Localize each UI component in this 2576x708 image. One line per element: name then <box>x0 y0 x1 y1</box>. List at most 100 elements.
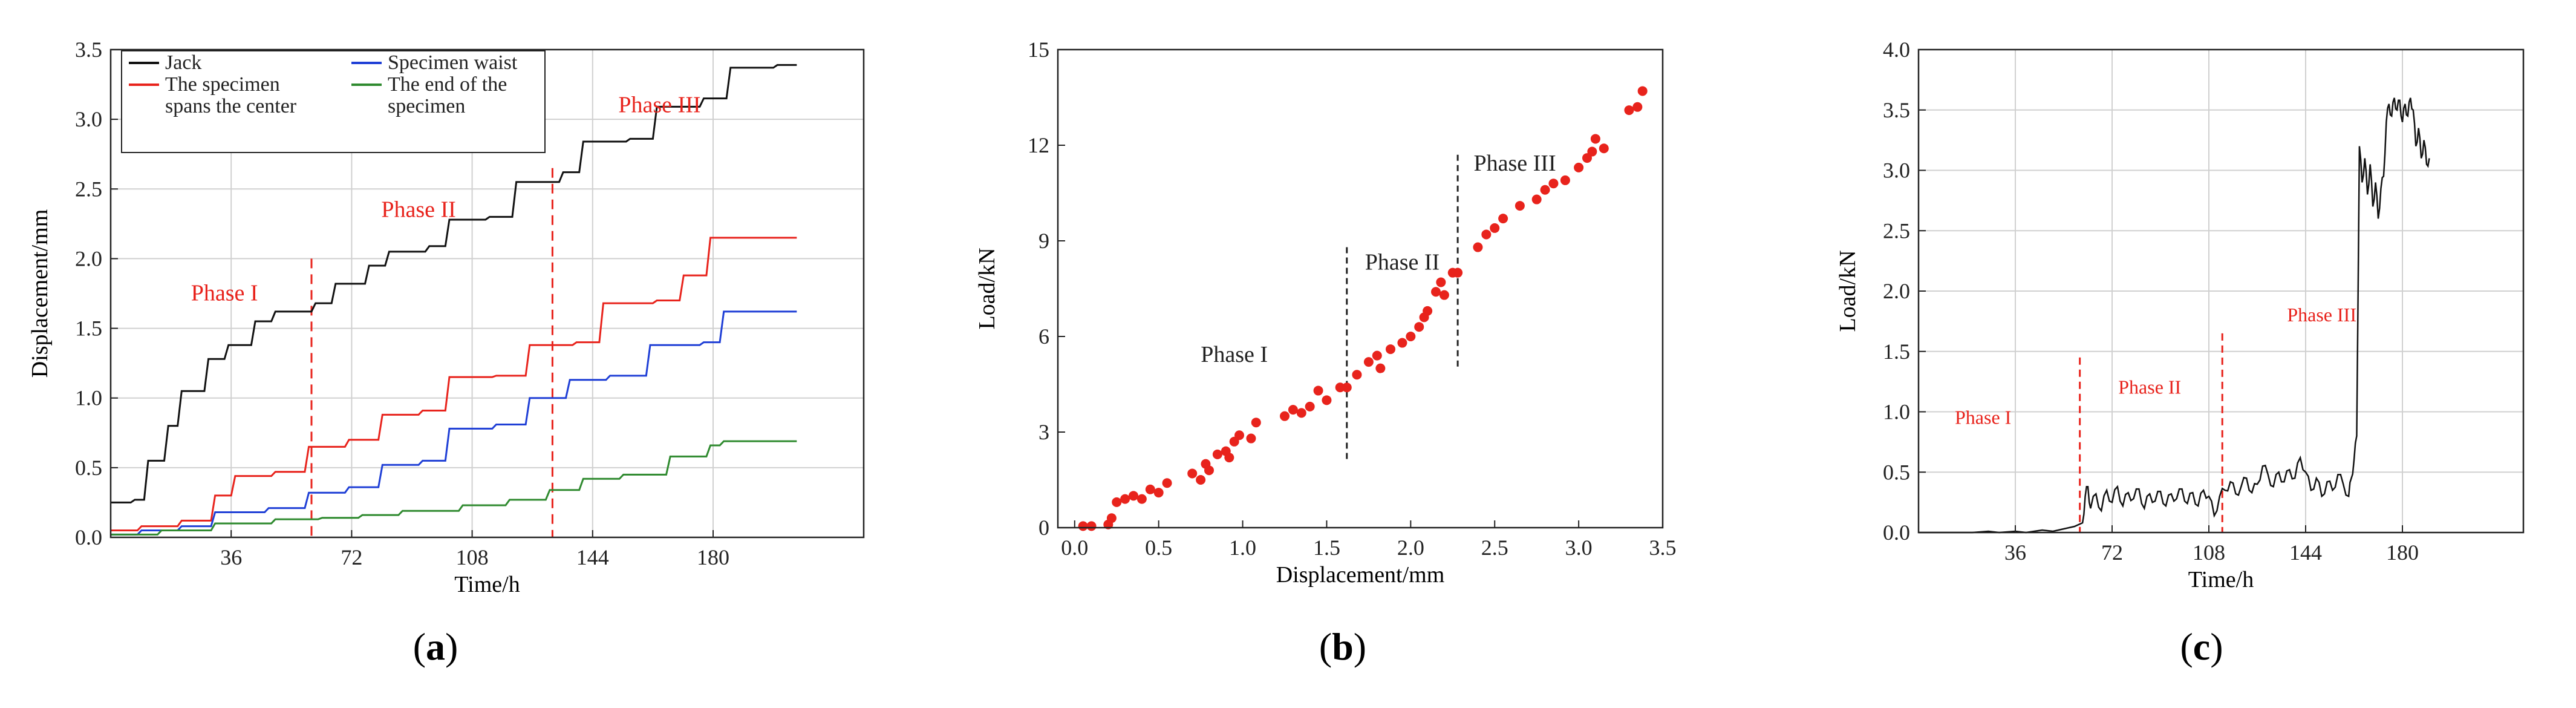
b-scatter-point <box>1153 488 1164 498</box>
a-y-tick-label: 3.5 <box>75 38 102 62</box>
b-x-tick-label: 0.0 <box>1061 536 1088 560</box>
c-phase-lines <box>2079 333 2223 533</box>
b-scatter-point <box>1436 277 1446 287</box>
c-panel-label: (c) <box>2180 625 2223 668</box>
a-panel-letter: a <box>426 625 445 668</box>
b-scatter-point <box>1431 287 1441 297</box>
b-scatter-point <box>1632 102 1643 112</box>
c-y-tick-label: 3.5 <box>1883 98 1910 122</box>
a-legend-label: The end of the <box>388 73 507 96</box>
c-y-tick-label: 0.5 <box>1883 460 1910 484</box>
panel-b: 0.0 0.5 1.0 1.5 2.0 2.5 3.0 3.5 0 3 6 9 12 15 Phase I… <box>974 38 1677 668</box>
b-y-tick-label: 3 <box>1039 420 1049 444</box>
a-y-tick-label: 0.5 <box>75 456 102 480</box>
c-y-tick-label: 0.0 <box>1883 520 1910 545</box>
b-scatter-point <box>1106 513 1117 523</box>
b-scatter-point <box>1406 332 1416 341</box>
c-phase-label: Phase III <box>2287 304 2356 326</box>
a-phase-label: Phase II <box>381 197 455 222</box>
b-scatter-point <box>1224 453 1234 463</box>
b-x-tick-label: 3.5 <box>1649 536 1677 560</box>
a-series-line <box>111 440 797 536</box>
b-scatter-point <box>1637 86 1648 96</box>
b-scatter-point <box>1313 385 1323 396</box>
a-legend-label: Jack <box>165 51 201 74</box>
b-scatter-point <box>1453 267 1463 278</box>
b-scatter-point <box>1162 478 1172 488</box>
a-phase-label: Phase III <box>618 93 700 118</box>
b-y-axis-label: Load/kN <box>974 247 1000 329</box>
a-y-tick-label: 1.0 <box>75 386 102 410</box>
b-scatter-point <box>1372 350 1382 361</box>
b-scatter-point <box>1490 223 1500 233</box>
b-y-tick-label: 15 <box>1028 38 1049 62</box>
c-x-tick-label: 72 <box>2101 540 2123 565</box>
b-phase-label: Phase III <box>1473 151 1556 176</box>
a-legend-label: specimen <box>388 95 465 117</box>
c-phase-label: Phase I <box>1955 406 2011 428</box>
b-plot-frame <box>1057 48 1664 529</box>
b-x-tick-label: 2.0 <box>1397 536 1424 560</box>
b-phase-label: Phase II <box>1365 249 1440 275</box>
b-scatter-point <box>1234 430 1244 441</box>
b-y-tick-label: 12 <box>1028 133 1049 157</box>
a-plot-frame <box>109 48 865 539</box>
b-scatter-point <box>1120 494 1130 504</box>
a-y-tick-label: 0.0 <box>75 525 102 549</box>
c-x-tick-label: 180 <box>2386 540 2419 565</box>
a-phase-label: Phase I <box>191 281 258 306</box>
a-x-tick-label: 108 <box>456 545 489 569</box>
b-scatter-point <box>1288 405 1298 415</box>
b-scatter-point <box>1540 185 1550 195</box>
a-series-line <box>111 64 797 503</box>
b-scatter-point <box>1352 370 1362 380</box>
a-ticks: 36 72 108 144 180 0.0 0.5 1.0 1.5 2.0 2.5 3.0 3.5 <box>75 38 729 569</box>
c-series-line <box>1919 97 2430 534</box>
b-scatter-point <box>1498 214 1508 224</box>
c-gridlines <box>1919 49 2523 533</box>
a-x-tick-label: 36 <box>220 545 242 569</box>
b-scatter-point <box>1342 382 1352 393</box>
b-scatter-point <box>1386 344 1395 355</box>
b-scatter-point <box>1305 401 1315 411</box>
b-scatter-point <box>1397 338 1407 348</box>
b-phase-labels: Phase I Phase II Phase III <box>1201 151 1556 367</box>
b-scatter-point <box>1296 408 1306 418</box>
b-x-tick-label: 0.5 <box>1145 536 1172 560</box>
c-x-axis-label: Time/h <box>2188 567 2254 592</box>
c-y-tick-label: 3.0 <box>1883 159 1910 183</box>
c-ticks: 36 72 108 144 180 0.0 0.5 1.0 1.5 2.0 2.5 3.0 3.5 4.0 <box>1883 38 2419 565</box>
a-series-line <box>111 310 797 536</box>
c-phase-labels: Phase I Phase II Phase III <box>1955 304 2356 428</box>
b-x-tick-label: 3.0 <box>1565 536 1593 560</box>
b-scatter-point <box>1078 521 1088 531</box>
b-scatter-point <box>1473 242 1483 252</box>
c-y-tick-label: 1.5 <box>1883 339 1910 364</box>
b-scatter-point <box>1423 306 1433 316</box>
b-scatter-point <box>1196 475 1206 485</box>
a-y-axis-label: Displacement/mm <box>27 209 53 378</box>
a-phase-labels: Phase I Phase II Phase III <box>191 93 701 306</box>
c-x-tick-label: 144 <box>2289 540 2322 565</box>
b-scatter-point <box>1414 322 1424 332</box>
b-scatter-point <box>1481 229 1492 240</box>
b-scatter-point <box>1145 484 1155 494</box>
a-legend-label: Specimen waist <box>388 51 518 74</box>
b-scatter-point <box>1439 290 1449 300</box>
b-scatter-point <box>1204 465 1214 476</box>
b-scatter-point <box>1590 134 1600 144</box>
b-scatter-point <box>1335 382 1345 393</box>
b-panel-letter: b <box>1332 625 1354 668</box>
c-phase-label: Phase II <box>2118 376 2181 398</box>
b-x-tick-label: 2.5 <box>1481 536 1508 560</box>
a-legend-label: The specimen <box>165 73 280 96</box>
a-panel-label: (a) <box>413 625 458 668</box>
b-scatter-point <box>1136 494 1147 504</box>
b-scatter-point <box>1086 521 1097 531</box>
panel-a: 36 72 108 144 180 0.0 0.5 1.0 1.5 2.0 2.5 3.0 3.5 Ja… <box>27 38 865 668</box>
b-ticks: 0.0 0.5 1.0 1.5 2.0 2.5 3.0 3.5 0 3 6 9 12 15 <box>1028 38 1677 560</box>
a-x-axis-label: Time/h <box>454 572 520 597</box>
a-y-tick-label: 1.5 <box>75 316 102 341</box>
